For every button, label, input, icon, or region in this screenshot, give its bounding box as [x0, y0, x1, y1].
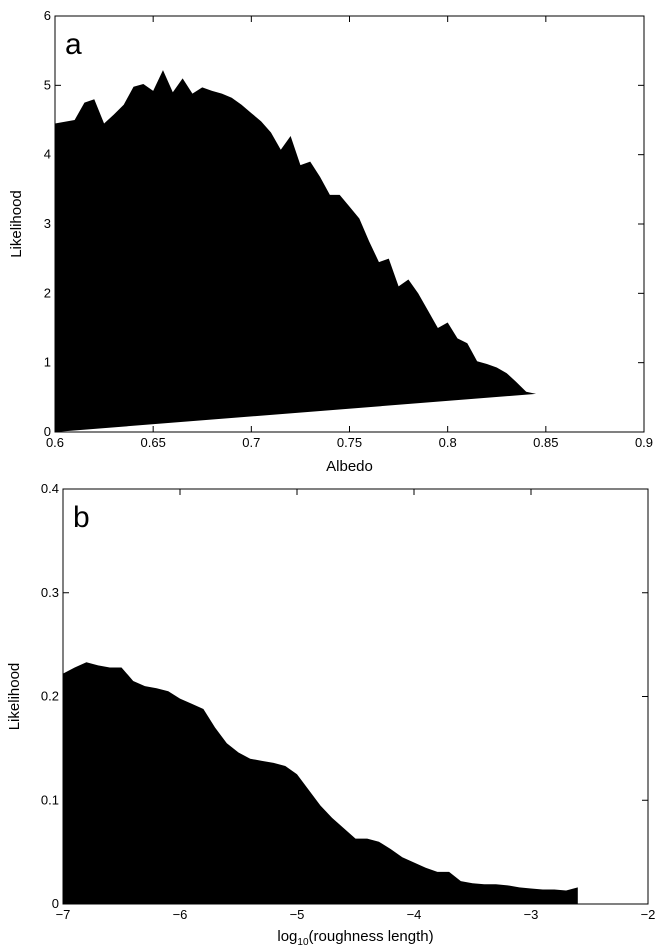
x-tick-label: 0.7 — [242, 435, 260, 450]
x-axis-label-subscript: 10 — [297, 937, 309, 946]
y-tick-label: 0 — [44, 424, 51, 439]
panel-a-ticks: 0.6 0.65 0.7 0.75 0.8 0.85 0.9 0 1 2 3 4 5 6 — [44, 8, 653, 450]
panel-a-x-axis-label: Albedo — [326, 458, 373, 475]
y-tick-label: 5 — [44, 77, 51, 92]
panel-b-x-axis-label: log10(roughness length) — [277, 928, 433, 946]
panel-b-ticks: −7 −6 −5 −4 −3 −2 0 0.1 0.2 0.3 0.4 — [41, 481, 655, 922]
x-axis-label-log: log — [277, 928, 297, 945]
x-tick-label: −3 — [524, 907, 539, 922]
panel-b-y-axis-label: Likelihood — [6, 663, 23, 731]
x-tick-label: −5 — [290, 907, 305, 922]
x-axis-label-rest: (roughness length) — [309, 928, 434, 945]
x-tick-label: −2 — [641, 907, 655, 922]
roughness-likelihood-area — [63, 662, 578, 904]
y-tick-label: 4 — [44, 147, 51, 162]
y-tick-label: 2 — [44, 285, 51, 300]
panel-a-albedo-chart: 0.6 0.65 0.7 0.75 0.8 0.85 0.9 0 1 2 3 4 5 6 a Albedo… — [8, 8, 653, 475]
panel-b-letter: b — [73, 501, 90, 534]
x-tick-label: 0.65 — [141, 435, 166, 450]
panel-a-letter: a — [65, 28, 82, 61]
panel-b-roughness-chart: −7 −6 −5 −4 −3 −2 0 0.1 0.2 0.3 0.4 b log10(roughn… — [6, 481, 655, 946]
x-tick-label: 0.9 — [635, 435, 653, 450]
y-tick-label: 6 — [44, 8, 51, 23]
x-tick-label: −7 — [56, 907, 71, 922]
x-tick-label: −4 — [407, 907, 422, 922]
x-tick-label: 0.6 — [46, 435, 64, 450]
y-tick-label: 0 — [52, 896, 59, 911]
panel-a-y-axis-label: Likelihood — [8, 190, 25, 258]
x-tick-label: −6 — [173, 907, 188, 922]
y-tick-label: 0.4 — [41, 481, 59, 496]
y-tick-label: 3 — [44, 216, 51, 231]
x-tick-label: 0.75 — [337, 435, 362, 450]
y-tick-label: 0.1 — [41, 792, 59, 807]
y-tick-label: 0.3 — [41, 585, 59, 600]
y-tick-label: 0.2 — [41, 689, 59, 704]
x-tick-label: 0.8 — [439, 435, 457, 450]
y-tick-label: 1 — [44, 355, 51, 370]
x-tick-label: 0.85 — [533, 435, 558, 450]
albedo-likelihood-area — [55, 70, 537, 432]
